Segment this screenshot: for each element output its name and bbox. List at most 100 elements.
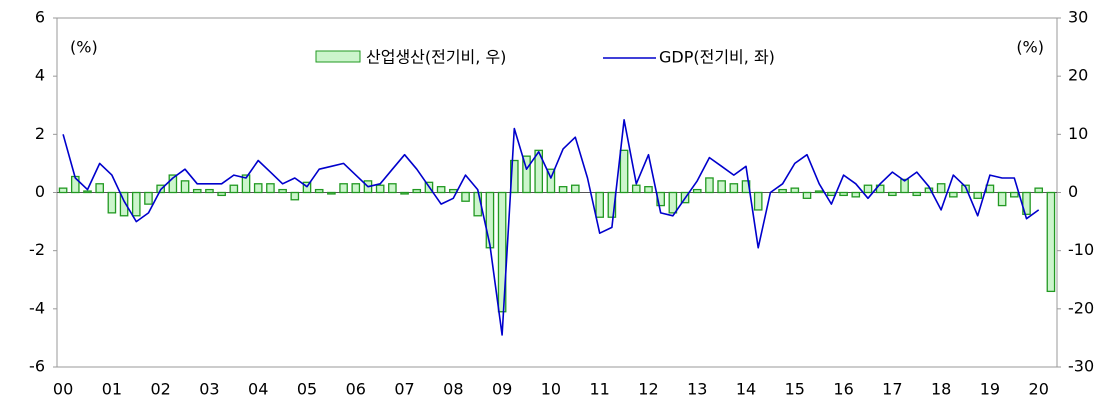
x-tick-label: 11 [590,380,610,399]
bar [95,183,104,194]
x-tick-label: 03 [199,380,219,399]
bar [644,186,653,194]
bar [180,180,190,194]
bar [961,184,970,194]
x-tick-label: 07 [394,380,414,399]
bar [595,191,604,218]
bar [278,188,287,194]
x-tick-label: 04 [248,380,268,399]
bar [83,190,92,194]
y-tick-label: 2 [35,124,45,143]
bar [168,174,178,194]
bar [229,184,239,194]
y2-tick-label: 30 [1068,8,1088,27]
bar [461,191,470,202]
y-tick-label: 6 [35,8,45,27]
x-tick-label: 16 [833,380,853,399]
bar [607,191,617,218]
x-tick-label: 10 [541,380,561,399]
x-tick-label: 02 [150,380,170,399]
bar [1046,191,1056,293]
legend-label: GDP(전기비, 좌) [659,48,775,67]
x-tick-label: 12 [638,380,658,399]
x-tick-label: 05 [297,380,317,399]
bar [1010,191,1019,198]
bar [131,191,141,217]
bar [827,191,836,197]
y-tick-label: -6 [29,357,45,376]
y2-tick-label: -30 [1068,357,1094,376]
bar [863,184,873,194]
x-tick-label: 17 [882,380,902,399]
y-tick-label: 4 [35,66,45,85]
bar [1034,187,1044,194]
y-tick-label: -4 [29,298,45,317]
y-tick-label: -2 [29,240,45,259]
bar [802,191,812,199]
y2-axis-label: (%) [1016,38,1044,57]
bar [790,187,800,194]
bar [949,191,958,198]
bar [668,191,678,214]
bar [619,149,629,194]
bar [851,191,861,198]
bar [692,188,702,194]
x-tick-label: 19 [980,380,1000,399]
bar [412,188,422,194]
y2-tick-label: 20 [1068,66,1088,85]
x-tick-label: 20 [1029,380,1049,399]
bar [631,184,641,194]
bar [351,183,361,194]
x-tick-label: 06 [346,380,366,399]
x-tick-label: 08 [443,380,463,399]
bar [1022,191,1031,215]
bar [814,190,824,194]
x-tick-label: 09 [492,380,512,399]
line [62,119,1040,336]
bar [266,183,275,194]
bar [558,186,568,194]
bar [192,188,202,194]
bar [973,191,983,199]
legend-swatch [315,50,361,63]
bar [144,191,153,205]
bar [388,183,397,194]
y2-tick-label: -10 [1068,240,1094,259]
bar [436,186,446,194]
bar [912,191,922,197]
bar [510,159,519,194]
bar [485,191,495,249]
bar [217,191,226,197]
x-tick-label: 18 [931,380,951,399]
bar [839,191,848,197]
bar [314,188,324,194]
bar [936,183,946,194]
bar [205,188,214,194]
x-tick-label: 15 [785,380,805,399]
x-tick-label: 14 [736,380,756,399]
bar [119,191,129,217]
y2-tick-label: 0 [1068,182,1078,201]
legend-label: 산업생산(전기비, 우) [366,48,506,67]
bar [534,149,544,194]
bar [497,191,507,313]
y-axis-label: (%) [70,38,98,57]
y2-tick-label: 10 [1068,124,1088,143]
y-tick-label: 0 [35,182,45,201]
bar [107,191,117,214]
x-tick-label: 13 [687,380,707,399]
x-tick-label: 01 [102,380,122,399]
bar [705,177,714,194]
x-tick-label: 00 [53,380,73,399]
bar [729,183,739,194]
bar [241,174,251,194]
bar [290,191,300,201]
bar [522,155,531,194]
y2-tick-label: -20 [1068,298,1094,317]
bar [570,184,580,194]
bar [900,178,909,194]
bar [888,191,897,197]
bar [753,191,763,211]
bar [375,184,385,194]
